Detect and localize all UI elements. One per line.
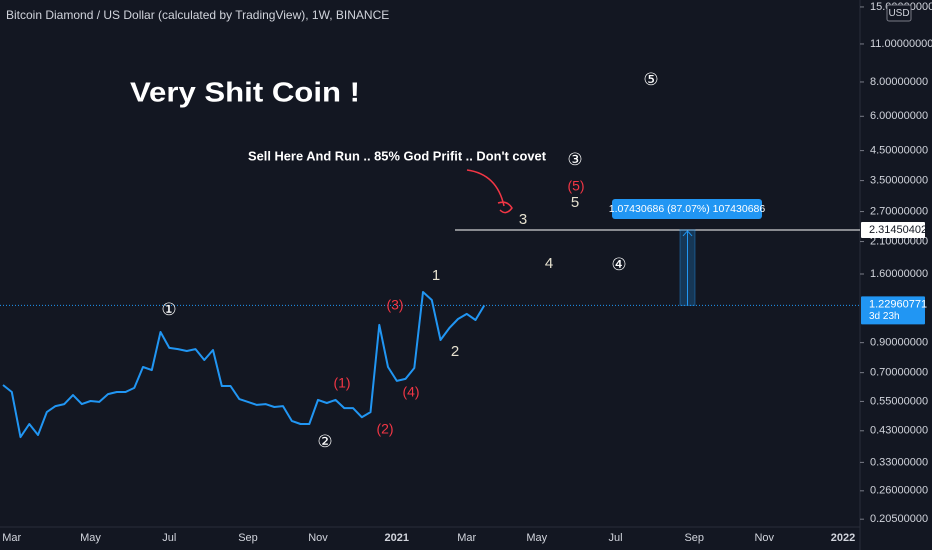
chart-title: Bitcoin Diamond / US Dollar (calculated … (6, 8, 389, 22)
annotation: (3) (386, 297, 403, 313)
y-tick-label: 0.33000000 (870, 456, 928, 468)
measure-arrow-head (682, 230, 693, 237)
annotation: Sell Here And Run .. 85% God Prifit .. D… (248, 148, 547, 163)
x-tick-label: Sep (238, 532, 258, 544)
currency-box[interactable] (886, 4, 912, 22)
horizontal-line-label: 2.31450402 (869, 224, 927, 236)
y-tick-label: 0.55000000 (870, 395, 928, 407)
annotation: ③ (567, 150, 582, 170)
price-line (2, 291, 486, 439)
x-tick-label: Mar (2, 532, 21, 544)
annotation: 2 (451, 343, 459, 360)
annotation: ④ (611, 255, 626, 275)
annotation-arrow-head (497, 201, 513, 214)
annotation: 4 (545, 255, 553, 272)
annotation: ① (161, 300, 176, 320)
x-tick-label: Mar (457, 532, 476, 544)
y-tick-label: 4.50000000 (870, 145, 928, 157)
last-price-label-box (861, 296, 925, 325)
x-tick-label: Jul (162, 532, 176, 544)
currency-label: USD (888, 8, 909, 19)
y-tick-label: 3.50000000 (870, 175, 928, 187)
y-tick-label: 0.90000000 (870, 337, 928, 349)
annotation: ⑤ (643, 70, 658, 90)
y-tick-label: 2.70000000 (870, 205, 928, 217)
y-tick-label: 0.43000000 (870, 425, 928, 437)
annotation: (2) (376, 421, 393, 437)
horizontal-line-label-box (861, 221, 925, 238)
last-price-label: 1.22960771 (869, 298, 927, 310)
annotation: (4) (402, 384, 419, 400)
measure-label-box (612, 198, 762, 219)
y-tick-label: 11.00000000 (870, 38, 932, 50)
y-tick-label: 1.60000000 (870, 268, 928, 280)
measure-label: 1.07430686 (87.07%) 107430686 (609, 203, 766, 215)
x-tick-label: Sep (684, 532, 704, 544)
annotation: 1 (432, 267, 440, 284)
annotation: ② (317, 432, 332, 452)
x-tick-label: 2022 (831, 532, 855, 544)
y-tick-label: 0.20500000 (870, 513, 928, 525)
y-tick-label: 0.70000000 (870, 367, 928, 379)
annotation: Very Shit Coin ! (130, 76, 360, 107)
x-tick-label: Nov (308, 532, 328, 544)
x-tick-label: Jul (608, 532, 622, 544)
x-tick-label: Nov (754, 532, 774, 544)
x-tick-label: May (526, 532, 547, 544)
annotation: (5) (567, 178, 584, 194)
y-tick-label: 0.26000000 (870, 485, 928, 497)
annotation: (1) (333, 375, 350, 391)
x-tick-label: May (80, 532, 101, 544)
annotation: 5 (571, 194, 579, 211)
annotation: 3 (519, 211, 527, 228)
annotation-arrow (466, 169, 505, 207)
y-tick-label: 6.00000000 (870, 110, 928, 122)
countdown-label: 3d 23h (869, 311, 900, 322)
y-tick-label: 8.00000000 (870, 76, 928, 88)
y-tick-label: 2.10000000 (870, 235, 928, 247)
x-tick-label: 2021 (385, 532, 409, 544)
